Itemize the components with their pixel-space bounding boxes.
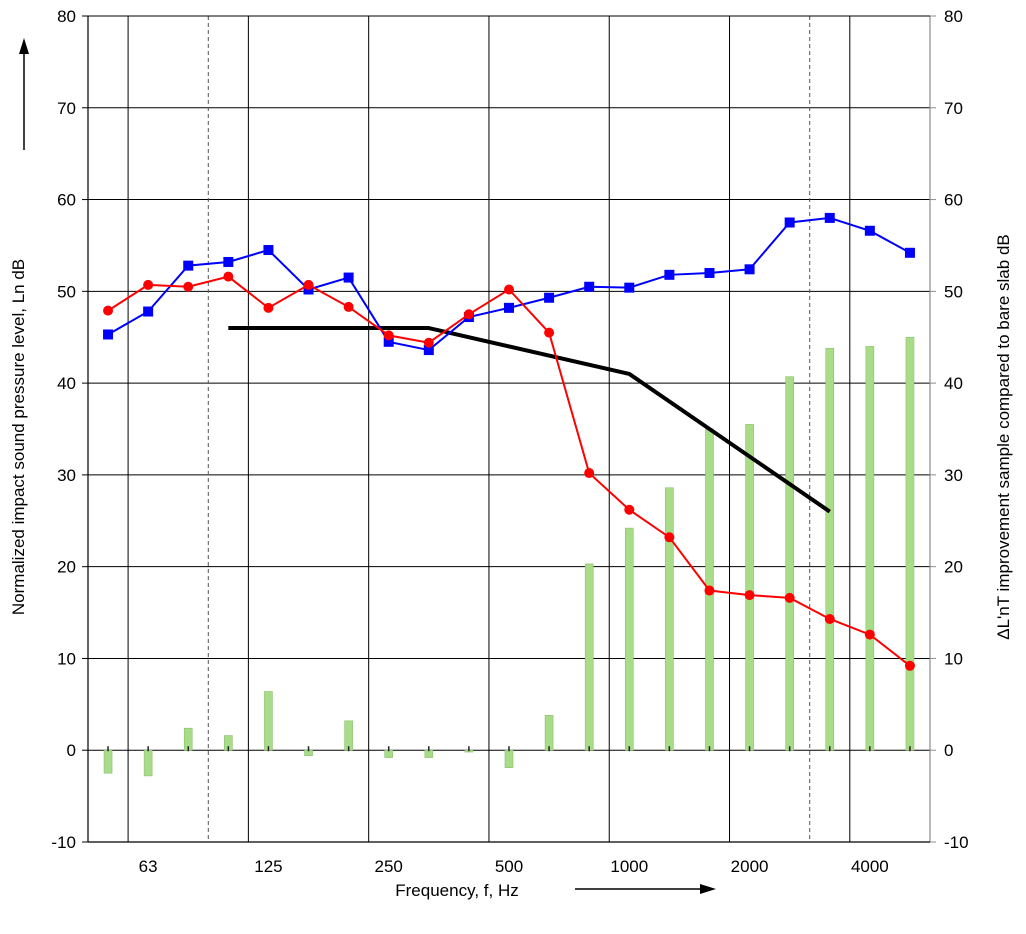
- data-point-circle: [183, 281, 194, 292]
- x-tick-label: 2000: [731, 857, 769, 876]
- y-tick-label-right: 10: [944, 649, 963, 668]
- reference-line: [228, 326, 831, 514]
- y-tick-label-left: 20: [57, 558, 76, 577]
- improvement-bar: [264, 691, 273, 751]
- y-tick-label-right: 40: [944, 374, 963, 393]
- x-tick-label: 63: [139, 857, 158, 876]
- data-point-circle: [223, 271, 234, 282]
- data-point-square: [423, 345, 434, 356]
- x-tick-label: 125: [254, 857, 282, 876]
- y-tick-label-left: 10: [57, 649, 76, 668]
- improvement-bar: [424, 749, 434, 758]
- y-tick-label-left: 0: [67, 741, 76, 760]
- data-point-square: [263, 245, 274, 256]
- blue-series: [103, 212, 915, 356]
- improvement-bar: [544, 715, 554, 751]
- data-point-circle: [904, 660, 915, 671]
- improvement-bar: [504, 749, 514, 768]
- improvement-bar: [103, 749, 113, 774]
- plot-background: [88, 16, 930, 842]
- y-tick-label-right: 80: [944, 7, 963, 26]
- data-point-square: [624, 282, 635, 293]
- x-tick-label: 500: [495, 857, 523, 876]
- axes: [82, 15, 936, 843]
- y-tick-label-right: 30: [944, 466, 963, 485]
- y-tick-label-left: 30: [57, 466, 76, 485]
- reference-curve: [228, 326, 831, 514]
- data-point-square: [103, 329, 114, 340]
- data-point-square: [664, 269, 675, 280]
- data-point-circle: [423, 337, 434, 348]
- data-point-circle: [824, 613, 835, 624]
- data-point-circle: [624, 504, 635, 515]
- data-point-circle: [463, 309, 474, 320]
- data-point-circle: [864, 629, 875, 640]
- y-tick-label-right: 60: [944, 191, 963, 210]
- y-tick-label-left: 40: [57, 374, 76, 393]
- data-point-square: [824, 212, 835, 223]
- improvement-bar: [344, 720, 353, 751]
- data-point-square: [904, 247, 915, 258]
- data-point-square: [343, 272, 354, 283]
- y-tick-label-left: 60: [57, 191, 76, 210]
- data-point-square: [784, 217, 795, 228]
- improvement-bar: [905, 336, 915, 751]
- improvement-bar: [825, 347, 835, 751]
- grid: [88, 15, 930, 843]
- data-point-square: [504, 302, 514, 313]
- data-point-square: [864, 225, 875, 236]
- data-point-circle: [343, 301, 354, 312]
- plot-area: [88, 16, 930, 842]
- data-point-square: [584, 281, 595, 292]
- data-point-circle: [544, 327, 555, 338]
- data-point-circle: [784, 592, 795, 603]
- improvement-bar: [143, 749, 153, 777]
- x-tick-label: 4000: [851, 857, 889, 876]
- data-point-square: [704, 267, 715, 278]
- data-point-square: [223, 256, 234, 267]
- y-axis-arrow: [19, 38, 29, 150]
- improvement-bar: [865, 346, 875, 751]
- y-axis-label-left: Normalized impact sound pressure level, …: [9, 259, 28, 615]
- improvement-bar: [745, 424, 754, 751]
- data-point-square: [544, 292, 555, 303]
- data-point-circle: [584, 468, 595, 479]
- data-point-circle: [263, 302, 274, 313]
- series-lines: [103, 212, 915, 671]
- y-axis-label-right: ΔL'nT improvement sample compared to bar…: [994, 234, 1013, 640]
- y-tick-label-right: 0: [944, 741, 953, 760]
- data-point-circle: [504, 284, 514, 295]
- data-point-circle: [383, 330, 394, 341]
- y-tick-label-right: 50: [944, 282, 963, 301]
- improvement-bar: [624, 527, 634, 751]
- y-tick-label-right: -10: [944, 833, 969, 852]
- tick-labels: -10 -10 0 0 10 10 20 20 30 30 40 40 50 50 60 60 70 70 80 80…: [51, 7, 968, 876]
- data-point-circle: [664, 532, 675, 543]
- x-axis-arrow: [575, 884, 716, 894]
- data-point-circle: [143, 279, 154, 290]
- improvement-bar: [665, 487, 674, 751]
- data-point-circle: [103, 305, 114, 316]
- y-tick-label-left: 80: [57, 7, 76, 26]
- improvement-bar: [785, 376, 794, 751]
- x-tick-label: 1000: [610, 857, 648, 876]
- y-tick-label-left: 50: [57, 282, 76, 301]
- y-tick-label-right: 70: [944, 99, 963, 118]
- data-point-square: [383, 336, 394, 347]
- y-tick-label-right: 20: [944, 558, 963, 577]
- data-point-square: [143, 306, 154, 317]
- improvement-bar: [584, 563, 594, 751]
- data-point-square: [744, 264, 755, 275]
- data-point-square: [183, 260, 194, 271]
- data-point-circle: [744, 590, 755, 601]
- improvement-bar: [384, 749, 394, 758]
- y-tick-label-left: 70: [57, 99, 76, 118]
- data-point-circle: [704, 585, 715, 596]
- data-point-circle: [303, 279, 314, 290]
- x-axis-label: Frequency, f, Hz: [395, 881, 518, 900]
- red-series: [103, 271, 915, 671]
- x-tick-label: 250: [375, 857, 403, 876]
- y-tick-label-left: -10: [51, 833, 76, 852]
